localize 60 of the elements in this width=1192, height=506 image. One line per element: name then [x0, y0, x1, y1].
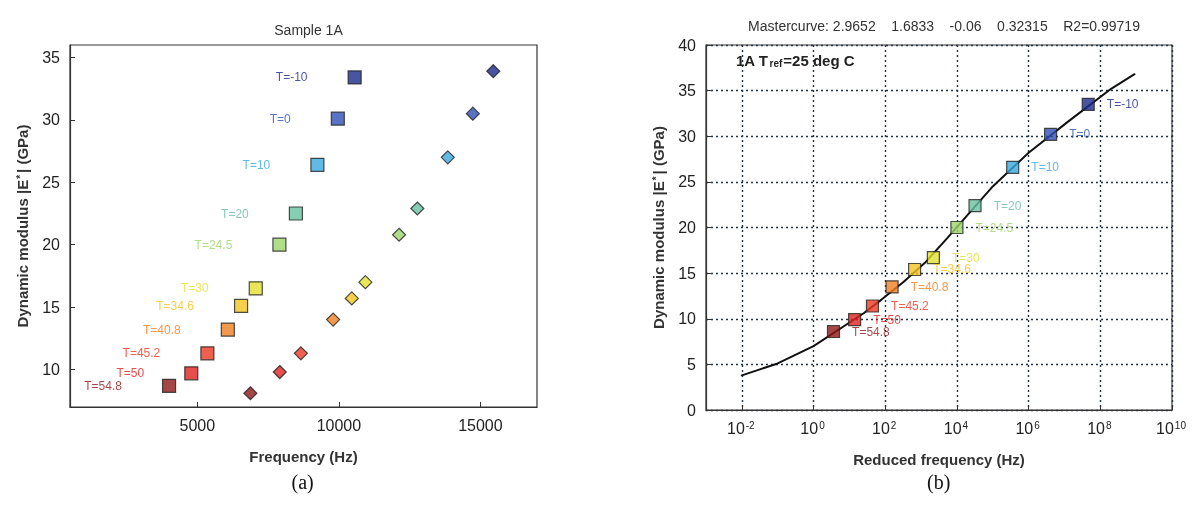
point	[161, 378, 177, 393]
x-axis-title: Reduced frequency (Hz)	[853, 451, 1025, 468]
y-axis-title: Dynamic modulus |E*| (GPa)	[14, 124, 31, 328]
series-label: T=40.8	[910, 279, 949, 294]
x-axis-title: Frequency (Hz)	[249, 448, 358, 465]
series-label: T=0	[1069, 127, 1091, 142]
point	[288, 206, 303, 221]
point	[272, 237, 287, 252]
y-axis-title: Dynamic modulus |E*| (GPa)	[650, 126, 667, 329]
point	[330, 111, 345, 126]
series-label: T=30	[951, 250, 980, 265]
x-tick-label: 10000	[316, 416, 362, 434]
text: T=50	[116, 366, 145, 381]
text: T=-10	[275, 70, 308, 85]
series-label: T=10	[1031, 160, 1060, 175]
series-label: T=34.6	[933, 262, 972, 277]
series-label: T=50	[873, 312, 902, 327]
series-label: T=20	[993, 198, 1022, 213]
point	[347, 70, 362, 85]
text: T=0	[269, 111, 292, 126]
y-tick-label: 30	[42, 111, 61, 129]
y-tick-label: 25	[678, 173, 697, 191]
series-label: T=24.5	[975, 220, 1014, 235]
y-tick-label: 35	[42, 48, 61, 66]
text: T=54.8	[84, 378, 123, 393]
series-label: T=54.8	[852, 324, 891, 339]
chart-title: Mastercurve: 2.9652 1.6833 -0.06 0.32315 R2=0.99719	[748, 18, 1141, 34]
series-label: T=-10	[1106, 97, 1139, 112]
chart-title: Sample 1A	[274, 22, 344, 38]
y-tick-label: 0	[687, 401, 697, 419]
text: T=24.5	[194, 237, 233, 252]
y-tick-label: 25	[42, 173, 61, 191]
text: (a)	[291, 471, 314, 494]
y-tick-label: 15	[42, 298, 61, 316]
point	[220, 322, 235, 337]
text: T=10	[242, 157, 271, 172]
text: T=40.8	[143, 322, 182, 337]
text: T=20	[221, 206, 250, 221]
y-tick-label: 20	[678, 219, 697, 236]
y-tick-label: 15	[678, 264, 697, 282]
y-tick-label: 20	[42, 236, 61, 254]
y-tick-label: 40	[678, 36, 697, 54]
y-tick-label: 10	[42, 361, 61, 379]
y-tick-label: 5	[687, 355, 697, 373]
text: T=45.2	[122, 346, 161, 361]
point	[233, 298, 249, 313]
x-tick-label: 5000	[179, 416, 216, 434]
y-tick-label: 35	[678, 82, 697, 100]
point	[310, 157, 325, 172]
text: T=34.6	[156, 298, 195, 313]
annotation: 1A Tref=25 deg C	[736, 52, 855, 69]
point	[200, 346, 215, 361]
text: (b)	[927, 471, 951, 494]
series-label: T=45.2	[891, 298, 930, 313]
y-tick-label: 10	[678, 310, 697, 328]
x-tick-label: 15000	[458, 416, 503, 434]
point	[248, 281, 263, 296]
text: T=30	[180, 281, 209, 296]
point	[184, 366, 199, 381]
y-tick-label: 30	[678, 127, 697, 145]
